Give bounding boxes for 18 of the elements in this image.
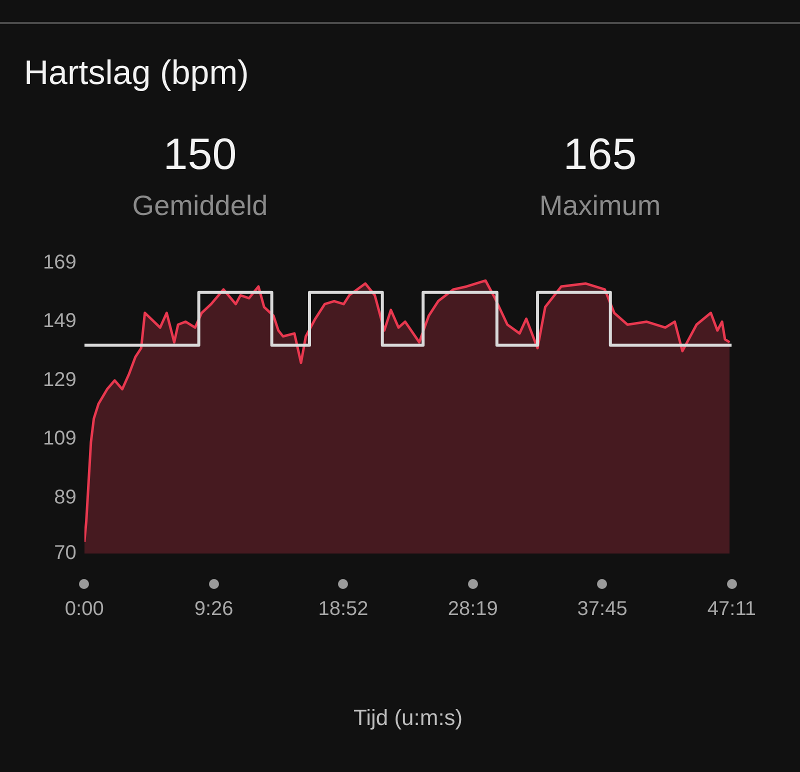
x-tick-label: 28:19 [448,598,498,620]
chart-title: Hartslag (bpm) [24,54,249,93]
text: Gemiddeld [131,190,269,222]
x-tick-label: 18:52 [318,598,368,620]
x-tick-label: 9:26 [194,598,234,620]
x-tick-label: 47:11 [707,598,756,620]
text: 150 [162,130,238,180]
y-tick-label: 109 [42,428,76,450]
x-tick-label: 0:00 [64,598,104,620]
text: Maximum [538,190,662,222]
x-axis-title: Tijd (u:m:s) [353,704,463,730]
y-tick-label: 129 [42,368,76,391]
x-tick-label: 37:45 [577,598,628,620]
y-tick-label: 149 [42,310,76,332]
y-tick-label: 89 [54,486,76,508]
y-tick-label: 169 [42,252,76,274]
y-tick-label: 70 [54,542,76,564]
text: 165 [562,130,638,180]
